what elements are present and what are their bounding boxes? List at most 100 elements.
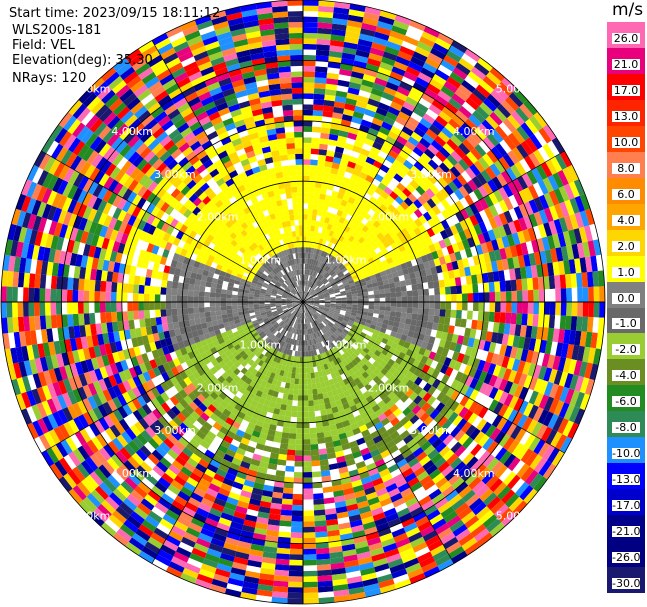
velocity-cell xyxy=(263,280,270,285)
velocity-cell xyxy=(383,355,391,364)
velocity-cell xyxy=(483,194,494,208)
velocity-cell xyxy=(105,312,112,323)
velocity-cell xyxy=(326,337,332,344)
velocity-cell xyxy=(319,304,325,307)
velocity-cell xyxy=(274,324,280,330)
velocity-cell xyxy=(306,305,311,311)
velocity-cell xyxy=(136,197,147,209)
velocity-cell xyxy=(122,391,132,404)
velocity-cell xyxy=(353,377,362,385)
velocity-cell xyxy=(118,221,128,234)
velocity-cell xyxy=(192,159,203,170)
velocity-cell xyxy=(313,302,320,304)
velocity-cell xyxy=(332,265,338,271)
velocity-cell xyxy=(250,282,257,287)
velocity-cell xyxy=(353,455,364,464)
velocity-cell xyxy=(466,440,478,453)
velocity-cell xyxy=(220,136,232,146)
velocity-cell xyxy=(271,262,278,268)
velocity-cell xyxy=(296,292,300,298)
velocity-cell xyxy=(464,375,474,387)
velocity-cell xyxy=(336,140,346,149)
velocity-cell xyxy=(108,179,119,193)
velocity-cell xyxy=(469,328,477,339)
velocity-cell xyxy=(419,327,427,335)
velocity-cell xyxy=(231,246,239,254)
velocity-cell xyxy=(329,255,336,262)
velocity-cell xyxy=(83,302,90,314)
velocity-cell xyxy=(238,442,248,451)
velocity-cell xyxy=(174,392,184,403)
velocity-cell xyxy=(287,153,296,160)
velocity-cell xyxy=(307,287,311,293)
velocity-cell xyxy=(391,234,400,243)
velocity-cell xyxy=(364,276,371,282)
velocity-cell xyxy=(187,221,197,231)
velocity-cell xyxy=(278,270,284,277)
velocity-cell xyxy=(259,292,266,296)
velocity-cell xyxy=(256,194,264,202)
velocity-cell xyxy=(215,288,222,294)
velocity-cell xyxy=(362,390,371,399)
velocity-cell xyxy=(249,179,258,187)
velocity-cell xyxy=(217,150,229,160)
velocity-cell xyxy=(339,265,346,271)
velocity-cell xyxy=(88,221,98,235)
velocity-cell xyxy=(221,224,230,233)
velocity-cell xyxy=(323,333,329,339)
velocity-cell xyxy=(233,228,241,236)
velocity-cell xyxy=(311,377,316,384)
velocity-cell xyxy=(527,302,534,315)
velocity-cell xyxy=(335,296,342,299)
velocity-cell xyxy=(218,487,231,497)
velocity-cell xyxy=(149,294,155,302)
velocity-cell xyxy=(187,202,197,213)
velocity-cell xyxy=(155,198,166,210)
velocity-cell xyxy=(186,179,197,190)
velocity-cell xyxy=(222,280,229,286)
velocity-cell xyxy=(225,448,236,458)
velocity-cell xyxy=(260,392,268,400)
velocity-cell xyxy=(318,238,324,245)
velocity-cell xyxy=(264,268,271,275)
velocity-cell xyxy=(249,260,257,267)
velocity-cell xyxy=(434,294,441,302)
velocity-cell xyxy=(290,220,295,227)
velocity-cell xyxy=(268,265,274,271)
velocity-cell xyxy=(429,409,440,420)
velocity-cell xyxy=(478,302,485,312)
velocity-cell xyxy=(240,236,248,244)
velocity-cell xyxy=(287,226,292,233)
velocity-cell xyxy=(289,321,293,327)
velocity-cell xyxy=(332,324,339,330)
velocity-cell xyxy=(293,316,297,323)
velocity-cell xyxy=(478,197,489,210)
velocity-cell xyxy=(322,375,329,382)
velocity-cell xyxy=(303,488,314,495)
velocity-cell xyxy=(176,295,183,302)
velocity-cell xyxy=(246,321,253,327)
velocity-cell xyxy=(275,425,284,433)
velocity-cell xyxy=(242,304,249,309)
velocity-cell xyxy=(345,166,355,174)
velocity-cell xyxy=(358,367,366,375)
velocity-cell xyxy=(423,349,432,358)
velocity-cell xyxy=(202,159,214,169)
velocity-cell xyxy=(286,286,292,291)
velocity-cell xyxy=(155,209,165,220)
velocity-cell xyxy=(276,357,282,364)
velocity-cell xyxy=(317,243,322,250)
velocity-cell xyxy=(323,166,332,174)
velocity-cell xyxy=(89,312,96,325)
velocity-cell xyxy=(196,384,206,394)
velocity-cell xyxy=(230,357,238,365)
velocity-cell xyxy=(213,408,223,418)
velocity-cell xyxy=(251,487,263,496)
velocity-cell xyxy=(451,334,459,344)
velocity-cell xyxy=(271,183,279,191)
velocity-cell xyxy=(474,200,484,213)
velocity-cell xyxy=(325,246,331,254)
velocity-cell xyxy=(167,448,179,460)
velocity-cell xyxy=(151,195,161,207)
velocity-cell xyxy=(334,180,342,188)
